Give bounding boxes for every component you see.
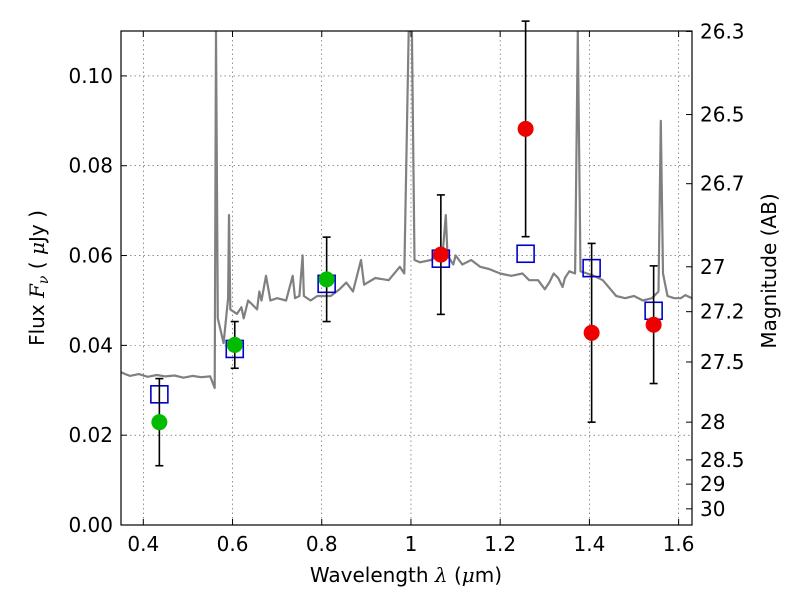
y-axis-label: Flux Fν ( μJy ) <box>25 210 52 346</box>
model-square-marker <box>516 244 535 264</box>
x-tick-label: 0.4 <box>127 532 159 556</box>
right-tick-label: 28 <box>700 410 725 434</box>
green-data-point <box>151 414 168 431</box>
y-tick-label: 0.06 <box>68 244 113 268</box>
red-data-point <box>432 246 449 263</box>
red-data-point <box>645 316 662 333</box>
plot-frame <box>120 30 693 526</box>
y-tick-label: 0.00 <box>68 513 113 537</box>
right-tick-label: 29 <box>700 472 725 496</box>
x-tick-label: 1.4 <box>573 532 605 556</box>
model-spectrum-line <box>121 31 692 390</box>
right-tick-label: 27 <box>700 255 725 279</box>
x-tick-label: 1.2 <box>484 532 516 556</box>
x-tick-label: 0.6 <box>217 532 249 556</box>
right-axis-label: Magnitude (AB) <box>757 193 781 348</box>
y-tick-label: 0.02 <box>68 423 113 447</box>
green-data-point <box>318 271 335 288</box>
green-data-point <box>226 336 243 353</box>
y-tick-label: 0.08 <box>68 154 113 178</box>
red-data-point <box>583 324 600 341</box>
right-tick-label: 27.5 <box>700 350 745 374</box>
right-tick-label: 28.5 <box>700 448 745 472</box>
ticks: 0.4 0.6 0.8 1 1.2 1.4 1.6 0.00 0.02 0.04 0.06 0.08 0… <box>68 19 744 556</box>
spectrum-layer <box>121 31 692 390</box>
x-tick-label: 1.6 <box>663 532 695 556</box>
x-axis-label: Wavelength λ (μm) <box>310 563 502 587</box>
right-tick-label: 30 <box>700 497 725 521</box>
data-marks <box>150 20 663 467</box>
right-tick-label: 26.3 <box>700 19 745 43</box>
red-data-point <box>517 120 534 137</box>
x-tick-label: 1 <box>405 532 418 556</box>
right-tick-label: 27.2 <box>700 300 745 324</box>
right-tick-label: 26.5 <box>700 103 745 127</box>
x-tick-label: 0.8 <box>306 532 338 556</box>
y-tick-label: 0.10 <box>68 64 113 88</box>
y-tick-label: 0.04 <box>68 333 113 357</box>
right-tick-label: 26.7 <box>700 172 745 196</box>
